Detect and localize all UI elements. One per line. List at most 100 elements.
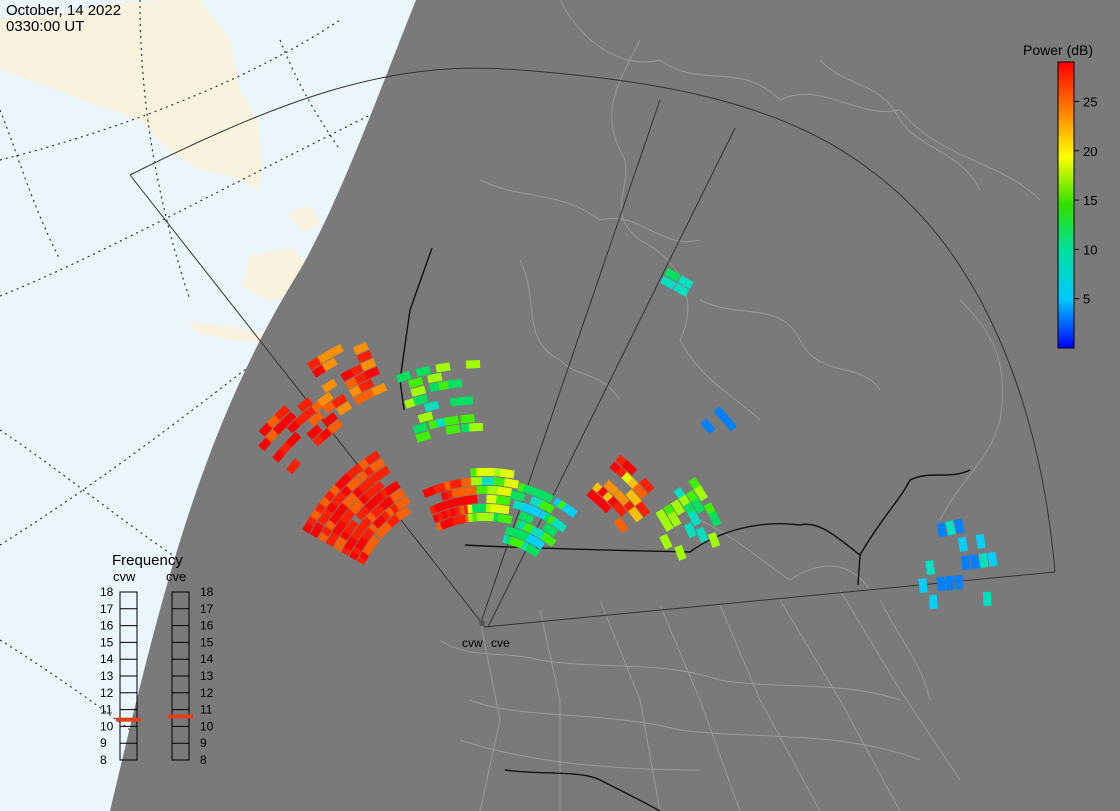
frequency-scales: 8 9 10 11 12 13 14 15 16 17 18 8 9 10 11 12 13 14 15 16 17 18 (100, 585, 214, 767)
echo-cell (480, 512, 496, 522)
echo-cell (499, 468, 515, 479)
echo-cell (444, 415, 460, 426)
echo-cell (659, 515, 674, 532)
echo-cell (613, 489, 630, 506)
echo-cell (987, 551, 998, 567)
echo-cell (945, 575, 955, 591)
echo-cell (524, 543, 541, 558)
echo-cell (308, 411, 325, 427)
echo-cell (677, 275, 694, 290)
frequency-tick-label: 14 (100, 652, 114, 666)
colorbar-scale (1057, 61, 1075, 349)
echo-cell (528, 535, 545, 550)
echo-cell (925, 560, 935, 576)
echo-cell (928, 594, 938, 610)
echo-cell (561, 503, 578, 518)
echo-cell (364, 450, 381, 466)
echo-cell (683, 522, 697, 539)
echo-cell (449, 478, 465, 489)
frequency-tick-label: 9 (100, 736, 107, 750)
echo-cell (310, 521, 324, 539)
echo-cell (497, 513, 513, 524)
echo-cell (407, 376, 424, 389)
echo-cell (321, 412, 338, 427)
frequency-tick-label: 8 (100, 753, 107, 767)
echo-cell (508, 536, 525, 550)
frequency-tick-label: 18 (200, 585, 214, 599)
echo-cell (945, 520, 956, 536)
echo-cell (954, 518, 965, 534)
echo-cell (435, 362, 451, 373)
echo-cell (687, 510, 702, 527)
echo-cell (537, 489, 554, 504)
night-region (110, 0, 1120, 811)
echo-cell (325, 530, 340, 548)
echo-cell (628, 506, 643, 523)
echo-cell (348, 498, 365, 515)
colorbar-tick-label: 15 (1083, 193, 1097, 208)
echo-cell (331, 393, 348, 409)
echo-cell (503, 478, 520, 489)
echo-cell (482, 467, 497, 477)
echo-cell (957, 536, 969, 552)
echo-cell (660, 275, 677, 290)
echo-cell (975, 533, 986, 549)
echo-cell (363, 366, 380, 380)
frequency-radar-cvw: cvw (113, 569, 136, 584)
echo-cell (352, 341, 369, 355)
echo-cell (551, 517, 568, 533)
echo-cell (481, 476, 497, 486)
radar-site-marker (479, 620, 485, 626)
echo-cell (664, 267, 681, 282)
echo-cell (509, 490, 526, 502)
echo-cell (285, 458, 302, 475)
echo-cell (394, 495, 411, 511)
echo-cell (363, 473, 380, 489)
echo-cell (447, 378, 463, 389)
echo-cell (336, 401, 353, 416)
echo-cell (358, 378, 375, 393)
echo-cell (707, 532, 721, 548)
echo-cell (321, 378, 338, 393)
echo-cell (659, 533, 673, 550)
echo-cell (708, 510, 722, 527)
echo-cell (518, 511, 535, 524)
frequency-tick-label: 18 (100, 585, 114, 599)
colorbar-tick-label: 25 (1083, 94, 1097, 109)
frequency-tick-label: 11 (100, 703, 113, 717)
echo-cell (538, 500, 555, 514)
frequency-tick-label: 11 (200, 703, 213, 717)
echo-cell (691, 497, 705, 515)
echo-cell (321, 357, 338, 372)
frequency-tick-label: 16 (200, 619, 214, 633)
frequency-tick-label: 14 (200, 652, 214, 666)
frequency-tick-label: 12 (100, 686, 114, 700)
echo-cell (327, 419, 344, 435)
echo-cell (639, 477, 655, 494)
colorbar-ticks: 5 10 15 20 25 (1074, 94, 1097, 307)
echo-cell (356, 350, 373, 364)
frequency-tick-label: 15 (200, 635, 214, 649)
echo-cell (306, 424, 323, 440)
frequency-tick-label: 16 (100, 619, 114, 633)
colorbar-tick-label: 10 (1083, 242, 1097, 257)
echo-cell (371, 382, 388, 397)
frequency-tick-label: 17 (200, 602, 214, 616)
echo-cell (415, 430, 432, 443)
echo-cell (468, 422, 484, 432)
echo-cell (460, 414, 475, 424)
echo-cell (918, 578, 928, 593)
echo-cell (497, 486, 512, 497)
echo-cell (462, 495, 478, 505)
frequency-marker (116, 717, 141, 722)
echo-cell (285, 431, 302, 448)
colorbar-tick-label: 5 (1083, 292, 1090, 307)
day-land (0, 0, 320, 342)
echo-cell (936, 522, 948, 538)
frequency-tick-label: 10 (100, 719, 114, 733)
echo-cell (667, 511, 682, 528)
political-boundaries (439, 0, 1041, 811)
echo-cell (596, 497, 612, 514)
echo-cell (695, 526, 709, 543)
